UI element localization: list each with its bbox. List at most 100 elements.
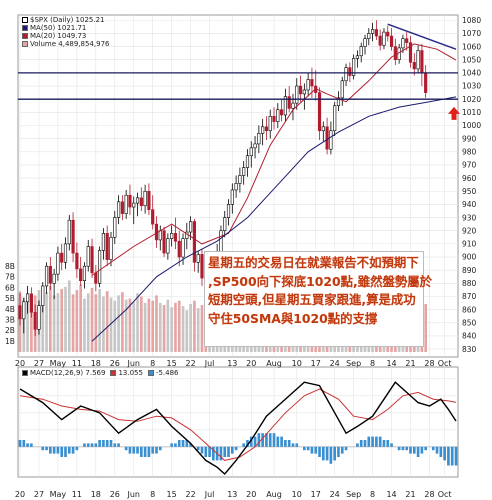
volume-bar <box>140 296 143 352</box>
macd-histogram-bar <box>87 443 90 446</box>
candle-body <box>280 110 283 115</box>
annotation-line: 守住50SMA與1020點的支撐 <box>208 310 420 329</box>
candle-body <box>30 294 33 312</box>
date-tick-label: Aug <box>266 490 282 499</box>
candle-body <box>322 127 325 131</box>
candle-body <box>163 231 166 253</box>
volume-bar <box>87 293 90 352</box>
line-swatch-icon <box>22 25 28 31</box>
legend-item-volume: Volume 4,489,854,976 <box>22 40 109 48</box>
candle-body <box>98 250 101 283</box>
candle-body <box>189 222 192 233</box>
candle-body <box>390 36 393 47</box>
price-axis-labels: 830 840 850 860 870 880 890 900 910 920 930 940 950 9… <box>462 16 481 354</box>
macd-histogram-bar <box>337 447 340 457</box>
date-tick-label: 8 <box>370 490 375 499</box>
date-tick-label: 22 <box>186 490 196 499</box>
price-tick-label: 930 <box>462 213 477 222</box>
candle-body <box>45 266 48 286</box>
date-tick-label: Jul <box>204 490 215 499</box>
candle-body <box>178 241 181 257</box>
bar-swatch-icon <box>22 41 28 47</box>
date-tick-label: 18 <box>91 359 101 368</box>
macd-histogram-bar <box>417 447 420 457</box>
macd-legend: MACD(12,26,9) 7.569 13.055 -5.486 <box>22 369 179 377</box>
macd-histogram-bar <box>197 447 200 450</box>
annotation-box: 星期五的交易日在就業報告不如預期下 ,SP500向下探底1020點,雖然盤勢屬於… <box>204 251 424 347</box>
volume-bar <box>106 291 109 352</box>
macd-histogram-bar <box>174 443 177 446</box>
candle-body <box>345 68 348 81</box>
annotation-line: ,SP500向下探底1020點,雖然盤勢屬於 <box>208 273 420 292</box>
macd-histogram-bar <box>22 440 25 447</box>
macd-histogram-bar <box>76 447 79 450</box>
macd-histogram-bar <box>303 447 306 450</box>
date-tick-label: Aug <box>266 359 282 368</box>
candle-body <box>106 233 109 259</box>
date-tick-label: 26 <box>110 359 120 368</box>
date-tick-label: 11 <box>72 490 82 499</box>
date-tick-label: 24 <box>330 359 340 368</box>
macd-histogram-bar <box>30 443 33 446</box>
volume-bar <box>91 288 94 352</box>
candle-body <box>125 195 128 213</box>
candle-body <box>227 204 230 217</box>
date-tick-label: Sep <box>346 490 361 499</box>
candle-body <box>140 198 143 206</box>
candle-body <box>333 106 336 131</box>
macd-histogram-bar <box>326 447 329 461</box>
macd-histogram-bar <box>106 440 109 447</box>
candle-body <box>72 220 75 253</box>
candle-body <box>129 195 132 207</box>
legend-label: $SPX (Daily) 1025.21 <box>30 16 104 24</box>
candle-body <box>383 32 386 45</box>
volume-tick-label: 5B <box>5 294 15 303</box>
price-tick-label: 850 <box>462 319 477 328</box>
date-tick-label: 8 <box>150 359 155 368</box>
price-tick-label: 1070 <box>462 29 481 38</box>
macd-histogram-bar <box>280 437 283 447</box>
price-tick-label: 1080 <box>462 16 481 25</box>
candle-body <box>311 79 314 86</box>
macd-histogram-bar <box>201 447 204 454</box>
price-tick-label: 840 <box>462 332 477 341</box>
macd-histogram-bar <box>125 447 128 450</box>
price-tick-label: 970 <box>462 161 477 170</box>
legend-item-ma50: MA(50) 1021.71 <box>22 24 109 32</box>
date-tick-label: 15 <box>167 359 177 368</box>
date-tick-label: 20 <box>246 359 256 368</box>
volume-bar <box>53 295 56 352</box>
candle-body <box>364 39 367 47</box>
candle-body <box>38 306 41 330</box>
candle-body <box>288 97 291 109</box>
date-tick-label: 15 <box>167 490 177 499</box>
date-tick-label: 13 <box>227 490 237 499</box>
price-tick-label: 880 <box>462 279 477 288</box>
volume-bar <box>49 286 52 352</box>
candle-body <box>394 47 397 60</box>
bar-swatch-icon <box>148 370 154 376</box>
candle-body <box>349 68 352 76</box>
candle-body <box>277 110 280 122</box>
candle-body <box>292 103 295 108</box>
volume-bar <box>98 289 101 352</box>
candle-body <box>239 175 242 183</box>
macd-histogram-bar <box>451 447 454 466</box>
candle-body <box>197 254 200 262</box>
date-tick-label: 20 <box>15 490 25 499</box>
macd-histogram-bar <box>64 447 67 457</box>
volume-bar <box>45 292 48 352</box>
macd-histogram-bar <box>144 447 147 457</box>
macd-histogram-bar <box>307 447 310 450</box>
line-swatch-icon <box>110 370 116 376</box>
macd-histogram-bar <box>155 447 158 454</box>
macd-histogram-bar <box>208 447 211 457</box>
candle-body <box>368 33 371 38</box>
macd-histogram-bar <box>443 447 446 461</box>
candle-body <box>360 47 363 56</box>
macd-histogram-bar <box>311 447 314 454</box>
volume-bar <box>185 310 188 352</box>
volume-bar <box>68 280 71 352</box>
candle-body <box>273 116 276 121</box>
macd-histogram-bar <box>117 443 120 446</box>
